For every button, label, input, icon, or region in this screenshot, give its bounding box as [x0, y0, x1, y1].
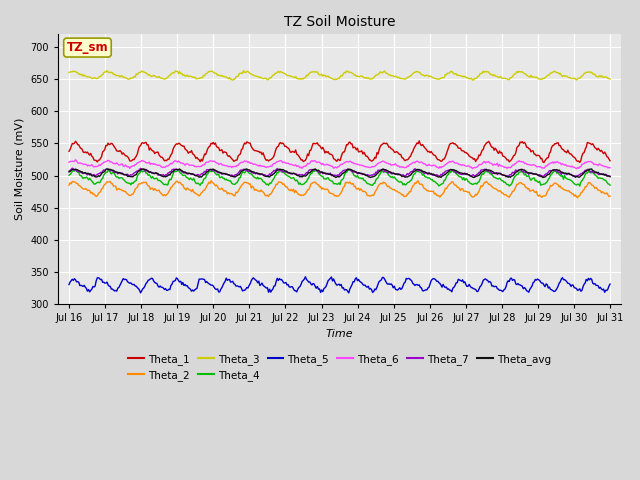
Legend: Theta_1, Theta_2, Theta_3, Theta_4, Theta_5, Theta_6, Theta_7, Theta_avg: Theta_1, Theta_2, Theta_3, Theta_4, Thet… — [124, 349, 555, 385]
Theta_7 — [65, 168, 73, 174]
Line: Theta_2: Theta_2 — [69, 180, 610, 198]
Line: Theta_4: Theta_4 — [69, 169, 610, 186]
Theta_avg — [367, 175, 374, 180]
Theta_6 — [388, 162, 396, 168]
Line: Theta_7: Theta_7 — [69, 168, 610, 177]
Theta_1 — [595, 147, 603, 153]
Theta_avg — [388, 170, 396, 176]
Theta_7 — [606, 173, 614, 179]
Theta_5 — [345, 290, 353, 296]
Theta_4 — [276, 167, 284, 172]
Theta_4 — [576, 183, 584, 189]
Theta_1 — [358, 148, 365, 154]
Line: Theta_3: Theta_3 — [69, 71, 610, 80]
Theta_7 — [504, 174, 512, 180]
Y-axis label: Soil Moisture (mV): Soil Moisture (mV) — [15, 118, 25, 220]
Theta_6 — [72, 157, 79, 163]
Theta_2 — [573, 195, 581, 201]
Theta_avg — [325, 171, 333, 177]
Theta_3 — [595, 73, 603, 79]
Theta_3 — [65, 70, 73, 75]
Theta_6 — [595, 161, 603, 167]
Theta_4 — [323, 175, 331, 181]
Theta_5 — [323, 281, 331, 287]
Theta_3 — [606, 76, 614, 82]
Theta_1 — [606, 158, 614, 164]
Line: Theta_avg: Theta_avg — [69, 169, 610, 178]
Theta_1 — [387, 146, 395, 152]
Theta_4 — [509, 176, 517, 182]
Theta_6 — [323, 161, 331, 167]
Theta_1 — [540, 160, 548, 166]
Theta_4 — [65, 172, 73, 178]
Theta_2 — [359, 189, 367, 194]
Theta_6 — [326, 163, 334, 168]
Theta_7 — [388, 171, 396, 177]
Theta_7 — [326, 170, 334, 176]
Theta_2 — [65, 182, 73, 188]
Theta_4 — [606, 182, 614, 188]
Theta_avg — [65, 169, 73, 175]
Theta_1 — [415, 138, 423, 144]
Theta_5 — [606, 281, 614, 287]
Theta_avg — [358, 170, 365, 176]
Theta_6 — [573, 166, 580, 171]
Theta_5 — [326, 276, 334, 281]
Theta_7 — [595, 172, 603, 178]
Theta_7 — [68, 165, 76, 171]
Theta_4 — [326, 178, 334, 183]
Title: TZ Soil Moisture: TZ Soil Moisture — [284, 15, 396, 29]
Text: TZ_sm: TZ_sm — [67, 41, 108, 54]
Theta_3 — [229, 77, 237, 83]
Theta_3 — [511, 72, 518, 77]
Line: Theta_1: Theta_1 — [69, 141, 610, 163]
Theta_7 — [323, 171, 331, 177]
Theta_avg — [588, 166, 595, 172]
Theta_avg — [606, 174, 614, 180]
Theta_2 — [595, 188, 603, 193]
Theta_3 — [240, 68, 248, 73]
Theta_4 — [595, 175, 603, 181]
Theta_7 — [359, 172, 367, 178]
Theta_2 — [606, 193, 614, 199]
Theta_5 — [595, 286, 603, 291]
Theta_2 — [388, 186, 396, 192]
Theta_5 — [301, 274, 309, 280]
Theta_4 — [359, 175, 367, 181]
Theta_2 — [323, 186, 331, 192]
Theta_1 — [325, 151, 333, 157]
Theta_5 — [389, 285, 397, 290]
Theta_3 — [389, 73, 397, 79]
Theta_avg — [595, 171, 603, 177]
Line: Theta_6: Theta_6 — [69, 160, 610, 168]
Theta_3 — [360, 75, 368, 81]
Theta_2 — [326, 190, 334, 196]
Theta_1 — [65, 148, 73, 154]
Theta_5 — [65, 282, 73, 288]
Theta_5 — [511, 277, 518, 283]
X-axis label: Time: Time — [326, 328, 353, 338]
Theta_4 — [388, 174, 396, 180]
Theta_3 — [324, 73, 332, 79]
Theta_2 — [207, 178, 215, 183]
Theta_1 — [322, 148, 330, 154]
Theta_7 — [511, 169, 518, 175]
Theta_6 — [359, 163, 367, 168]
Theta_5 — [360, 282, 368, 288]
Theta_6 — [65, 159, 73, 165]
Theta_2 — [509, 189, 517, 194]
Theta_avg — [509, 172, 517, 178]
Theta_1 — [509, 153, 517, 158]
Line: Theta_5: Theta_5 — [69, 277, 610, 293]
Theta_3 — [328, 75, 335, 81]
Theta_6 — [509, 162, 517, 168]
Theta_6 — [606, 165, 614, 171]
Theta_avg — [322, 170, 330, 176]
